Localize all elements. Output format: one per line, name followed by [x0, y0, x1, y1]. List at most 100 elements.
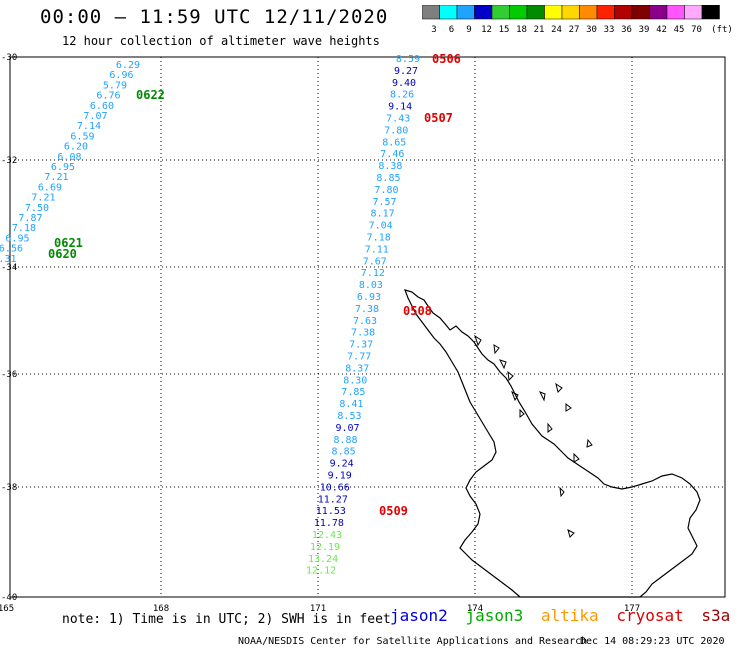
time-label: 0508: [403, 304, 432, 318]
swh-value: 6.29: [116, 60, 140, 71]
swh-value: 8.26: [390, 90, 414, 101]
time-label: 0622: [136, 88, 165, 102]
swh-value: 7.18: [367, 233, 391, 244]
legend-jason2: jason2: [390, 606, 448, 625]
swh-value: 7.07: [83, 111, 107, 122]
swh-value: 7.14: [77, 121, 101, 132]
colorbar-tick: 3: [431, 25, 436, 35]
swh-value: 7.12: [361, 268, 385, 279]
colorbar-tick: 12: [481, 25, 492, 35]
footer-note: note: 1) Time is in UTC; 2) SWH is in fe…: [62, 612, 391, 627]
latitude-tick: -30: [1, 53, 17, 63]
swh-value: 9.07: [335, 423, 359, 434]
swh-value: 8.53: [337, 411, 361, 422]
swh-value: 11.78: [314, 518, 344, 529]
wave-height-colorbar: 3 6 9 12 15 18 21 24 27 30 33 36 39 42 45 70 (ft): [422, 5, 733, 35]
colorbar-tick: 33: [604, 25, 615, 35]
longitude-tick: 171: [310, 604, 326, 614]
swh-value: 7.67: [363, 256, 387, 267]
swh-value: 6.60: [90, 101, 114, 112]
colorbar-tick: 15: [499, 25, 510, 35]
swh-value: 7.37: [349, 340, 373, 351]
colorbar-swatch: [701, 5, 720, 20]
colorbar-tick: 45: [674, 25, 685, 35]
legend-jason3: jason3: [465, 606, 524, 625]
credit-line: NOAA/NESDIS Center for Satellite Applica…: [238, 636, 588, 647]
colorbar-tick: 42: [656, 25, 667, 35]
swh-value: 11.27: [318, 494, 348, 505]
swh-value: 11.53: [316, 506, 346, 517]
swh-value: 12.43: [312, 530, 342, 541]
colorbar-tick: 6: [449, 25, 454, 35]
latitude-tick: -32: [1, 156, 17, 166]
colorbar-unit: (ft): [711, 25, 733, 35]
swh-value: 6.93: [357, 292, 381, 303]
swh-value: 7.04: [369, 221, 393, 232]
colorbar-tick: 39: [639, 25, 650, 35]
east-track-values: 8.599.279.408.269.147.437.808.657.468.38…: [306, 54, 420, 577]
latitude-tick: -38: [1, 483, 17, 493]
swh-value: 7.80: [384, 125, 408, 136]
swh-value: 10.66: [320, 482, 350, 493]
colorbar-tick: 9: [466, 25, 471, 35]
swh-value: 8.30: [343, 375, 367, 386]
swh-value: 6.56: [0, 244, 23, 255]
swh-value: 7.46: [380, 149, 404, 160]
swh-value: 9.27: [394, 66, 418, 77]
legend-s3a: s3a: [701, 606, 731, 625]
swh-value: 7.38: [351, 328, 375, 339]
legend-altika: altika: [540, 606, 599, 625]
swh-value: 8.41: [339, 399, 363, 410]
longitude-tick: 168: [153, 604, 169, 614]
colorbar-tick: 18: [516, 25, 527, 35]
coastline-islands: [474, 334, 593, 538]
swh-value: 7.63: [353, 316, 377, 327]
swh-value: 8.03: [359, 280, 383, 291]
swh-value: 7.21: [44, 172, 68, 183]
legend-cryosat: cryosat: [616, 606, 684, 625]
swh-value: 8.59: [396, 54, 420, 65]
longitude-tick: 174: [467, 604, 483, 614]
longitude-tick: 177: [624, 604, 640, 614]
swh-value: 9.40: [392, 78, 416, 89]
swh-value: 9.19: [328, 471, 352, 482]
swh-value: 9.14: [388, 102, 412, 113]
swh-value: 9.24: [330, 459, 354, 470]
swh-value: 7.11: [365, 244, 389, 255]
map-title: 00:00 – 11:59 UTC 12/11/2020: [40, 6, 389, 28]
swh-value: 7.38: [355, 304, 379, 315]
timestamp: Dec 14 08:29:23 UTC 2020: [580, 636, 725, 647]
swh-value: 8.65: [382, 137, 406, 148]
map-frame: [9, 56, 726, 598]
map-subtitle: 12 hour collection of altimeter wave hei…: [62, 34, 380, 48]
swh-value: 8.17: [371, 209, 395, 220]
axis-tick-labels: 165 168 171 174 177 -30 -32 -34 -36 -38 -40: [0, 53, 640, 614]
latitude-tick: -40: [1, 593, 17, 603]
swh-value: 12.19: [310, 542, 340, 553]
swh-value: 7.50: [25, 203, 49, 214]
satellite-legend: jason2 jason3 altika cryosat s3a: [390, 606, 738, 625]
time-label: 0620: [48, 247, 77, 261]
colorbar-tick: 24: [551, 25, 562, 35]
colorbar-tick: 27: [569, 25, 580, 35]
swh-value: 8.37: [345, 363, 369, 374]
time-label: 0506: [432, 52, 461, 66]
swh-value: 6.95: [5, 233, 29, 244]
swh-value: 7.21: [31, 193, 55, 204]
latitude-tick: -36: [1, 370, 17, 380]
swh-value: 8.85: [376, 173, 400, 184]
swh-value: 7.85: [341, 387, 365, 398]
latitude-tick: -34: [1, 263, 17, 273]
swh-value: 8.85: [332, 447, 356, 458]
swh-value: 6.76: [96, 91, 120, 102]
swh-value: 7.77: [347, 352, 371, 363]
colorbar-tick: 30: [586, 25, 597, 35]
time-label: 0509: [379, 504, 408, 518]
swh-value: 8.38: [378, 161, 402, 172]
swh-value: 13.24: [308, 554, 338, 565]
swh-value: 6.59: [70, 131, 94, 142]
swh-value: 7.18: [12, 223, 36, 234]
time-label: 0507: [424, 111, 453, 125]
